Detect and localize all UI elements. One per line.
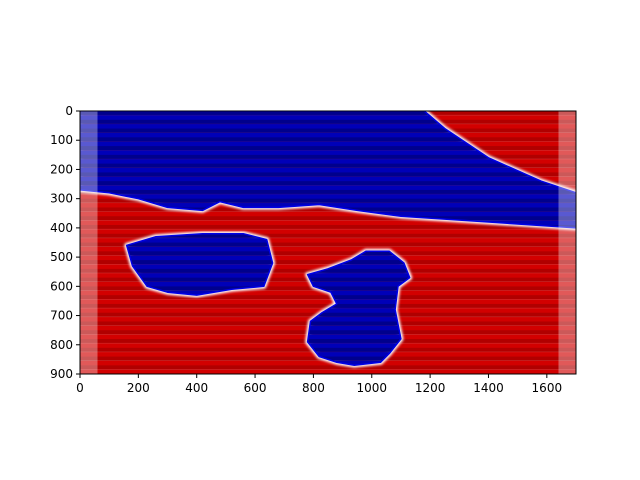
x-tick-label: 600 [244,381,267,395]
y-tick-label: 400 [50,221,73,235]
y-tick-label: 500 [50,250,73,264]
edge-fade-1 [80,111,98,374]
y-tick-label: 200 [50,162,73,176]
negative-region-1 [80,111,576,229]
y-tick-label: 600 [50,279,73,293]
y-tick-label: 700 [50,309,73,323]
y-axis: 0 100 200 300 400 500 600 700 800 900 [50,104,80,381]
y-tick-label: 100 [50,133,73,147]
x-tick-label: 1600 [532,381,563,395]
negative-region-3 [306,250,411,366]
x-axis: 0 200 400 600 800 1000 1200 1400 1600 [76,374,562,395]
x-tick-label: 1200 [415,381,446,395]
negative-regions [80,111,576,368]
x-tick-label: 400 [185,381,208,395]
y-tick-label: 0 [65,104,73,118]
y-tick-label: 300 [50,192,73,206]
edge-fade-2 [558,111,576,374]
plot-area [80,111,576,374]
x-tick-label: 800 [302,381,325,395]
x-tick-label: 1000 [356,381,387,395]
x-tick-label: 1400 [473,381,504,395]
edge-fades [80,111,576,374]
x-tick-label: 0 [76,381,84,395]
negative-region-2 [125,232,274,296]
plot-frame [79,110,577,375]
y-tick-label: 800 [50,338,73,352]
x-tick-label: 200 [127,381,150,395]
y-tick-label: 900 [50,367,73,381]
